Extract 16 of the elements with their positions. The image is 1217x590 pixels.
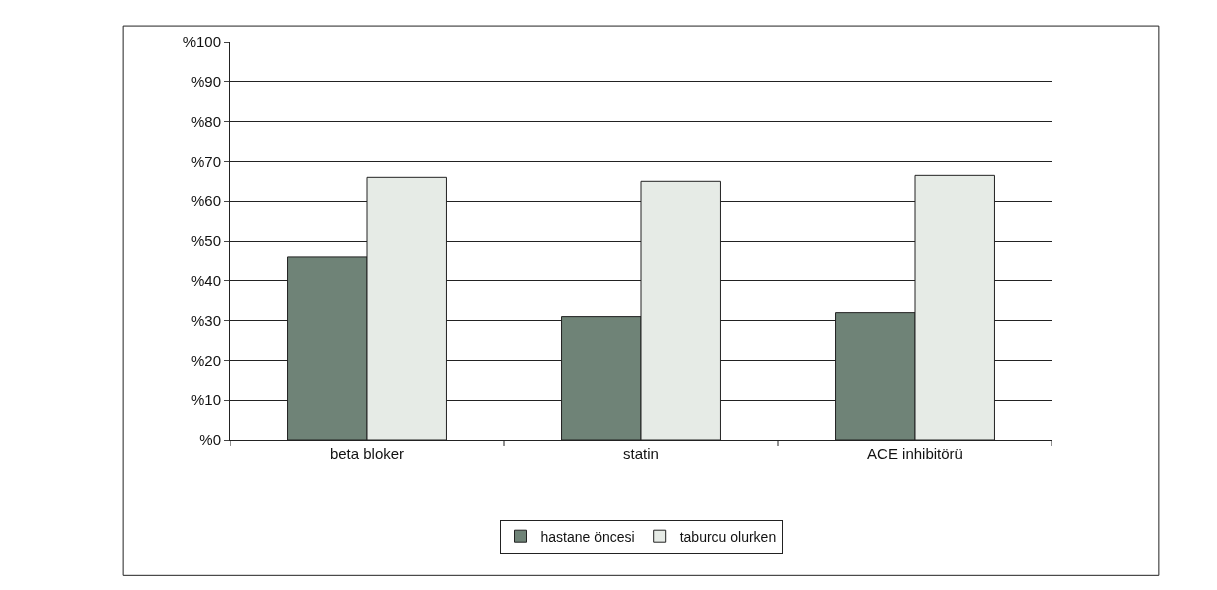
x-tick-label: statin <box>623 445 659 462</box>
y-tick-label: %30 <box>190 311 221 329</box>
y-tick-label: %100 <box>182 33 221 51</box>
y-tick-label: %80 <box>190 112 221 130</box>
y-tick-label: %40 <box>190 272 221 290</box>
y-tick-label: %50 <box>190 232 221 250</box>
legend-label: hastane öncesi <box>540 528 635 545</box>
legend-label: taburcu olurken <box>679 528 777 545</box>
y-tick-label: %0 <box>199 431 221 449</box>
x-tick-label: beta bloker <box>329 445 405 462</box>
y-tick-label: %10 <box>190 391 221 409</box>
x-tick-label: ACE inhibitörü <box>867 445 963 462</box>
y-tick-label: %60 <box>190 192 221 210</box>
y-tick-label: %90 <box>190 73 221 91</box>
y-tick-label: %20 <box>190 351 221 369</box>
y-tick-label: %70 <box>190 152 221 170</box>
